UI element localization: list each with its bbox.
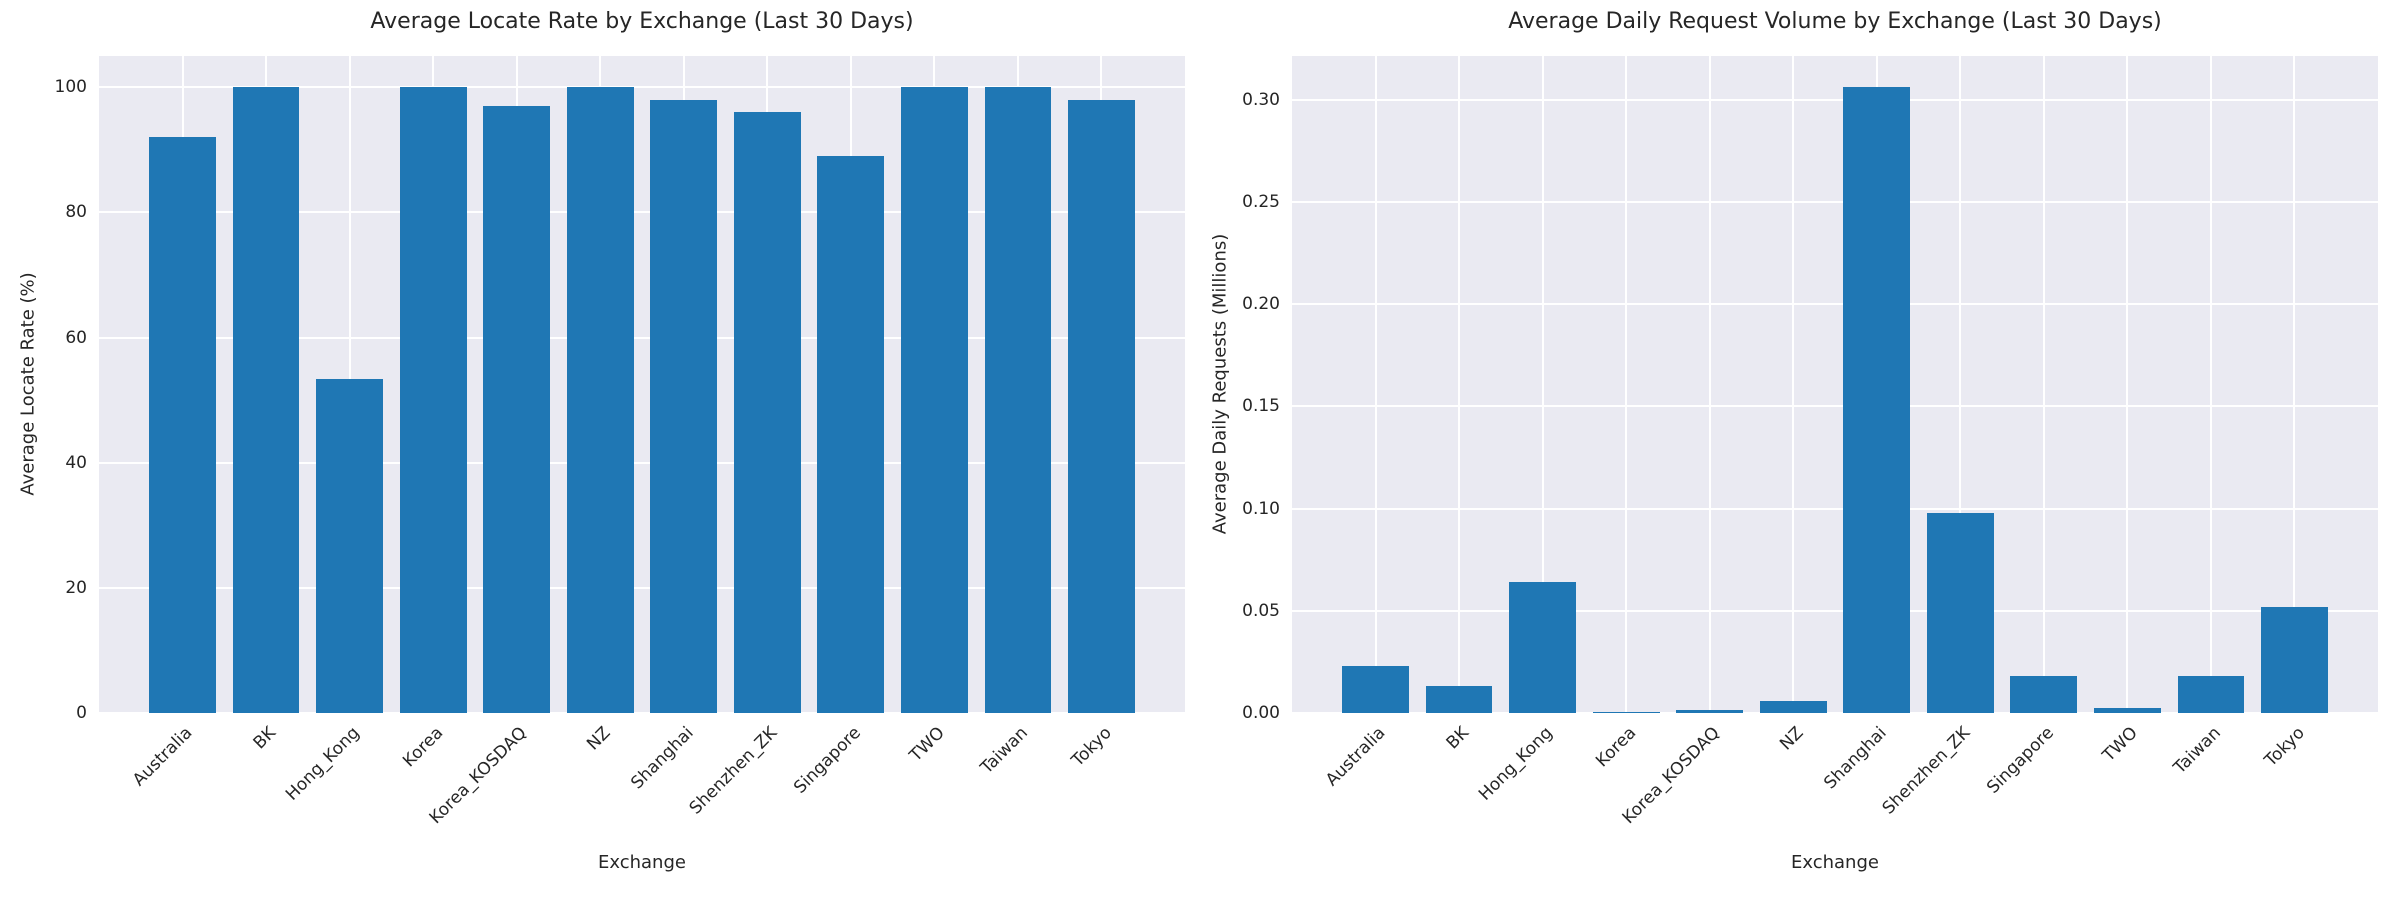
x-tick-label: Singapore (1983, 723, 2059, 798)
x-tick-label: Hong_Kong (282, 723, 364, 805)
bar-NZ (1759, 701, 1827, 713)
y-gridline (1292, 405, 2378, 408)
y-tick-label: 0.15 (1242, 396, 1280, 417)
x-tick-label: Korea (1592, 723, 1641, 772)
bar-Tokyo (1068, 99, 1135, 713)
y-gridline (99, 336, 1185, 339)
left-x-axis-label: Exchange (598, 852, 686, 873)
bar-TWO (900, 87, 968, 713)
right-chart-title: Average Daily Request Volume by Exchange… (1508, 9, 2162, 34)
y-gridline (99, 586, 1185, 589)
bar-Korea (1592, 711, 1660, 713)
bar-Korea_KOSDAQ (1676, 710, 1744, 713)
x-tick-label: Australia (129, 723, 197, 791)
left-plot-area: 0 20 40 60 80 100 Australia BK Hong_Kong Korea Kor… (55, 56, 1185, 828)
y-tick-label: 0 (76, 703, 87, 723)
right-y-axis-label: Average Daily Requests (Millions) (1209, 233, 1231, 535)
x-tick-label: BK (249, 723, 281, 754)
bar-BK (232, 87, 300, 713)
x-tick-label: Shenzhen_ZK (1878, 723, 1975, 819)
x-gridline (2042, 56, 2045, 713)
x-gridline (1541, 56, 1544, 713)
y-gridline (1292, 609, 2378, 612)
x-tick-label: Taiwan (977, 723, 1033, 779)
x-gridline (1458, 56, 1461, 713)
x-tick-label: Taiwan (2170, 723, 2226, 779)
x-tick-label: Australia (1322, 723, 1390, 791)
x-tick-label: Shanghai (1820, 723, 1891, 794)
x-gridline (1959, 56, 1962, 713)
bar-Singapore (2010, 676, 2078, 713)
bar-Shenzhen_ZK (1926, 512, 1994, 713)
bar-Australia (149, 137, 216, 713)
bar-NZ (566, 87, 634, 713)
right-x-axis-label: Exchange (1791, 852, 1879, 873)
bar-Shenzhen_ZK (733, 112, 801, 713)
x-gridline (2126, 56, 2129, 713)
y-tick-label: 0.05 (1242, 600, 1280, 621)
y-tick-label: 40 (65, 452, 87, 473)
x-gridline (2209, 56, 2212, 713)
x-gridline (1374, 56, 1377, 713)
y-gridline (99, 211, 1185, 214)
x-gridline (1792, 56, 1795, 713)
x-gridline (1625, 56, 1628, 713)
bar-Hong_Kong (1509, 582, 1577, 713)
x-tick-label: TWO (905, 723, 949, 766)
y-tick-label: 20 (65, 577, 87, 598)
bar-Australia (1342, 665, 1409, 713)
y-tick-label: 0.00 (1242, 703, 1280, 723)
y-tick-label: 0.20 (1242, 294, 1280, 315)
bar-Korea_KOSDAQ (483, 106, 551, 713)
x-tick-label: TWO (2098, 723, 2142, 766)
x-tick-label: NZ (1775, 723, 1808, 755)
bar-Korea (399, 87, 467, 713)
x-tick-label: BK (1442, 723, 1474, 754)
y-tick-label: 0.25 (1242, 191, 1280, 212)
bar-Hong_Kong (316, 379, 384, 713)
x-tick-label: Shenzhen_ZK (685, 723, 782, 819)
y-tick-label: 0.10 (1242, 498, 1280, 519)
x-gridline (2293, 56, 2296, 713)
bar-Shanghai (1843, 87, 1911, 713)
y-tick-label: 100 (54, 77, 87, 98)
bar-Taiwan (2177, 676, 2245, 713)
x-tick-label: NZ (582, 723, 615, 755)
y-gridline (1292, 507, 2378, 510)
y-gridline (1292, 712, 2378, 714)
bar-BK (1425, 686, 1493, 713)
x-tick-label: Tokyo (1067, 723, 1116, 771)
x-gridline (1708, 56, 1711, 713)
x-tick-label: Tokyo (2260, 723, 2309, 771)
bar-Singapore (817, 156, 885, 713)
y-gridline (1292, 200, 2378, 203)
right-plot-area: 0.00 0.05 0.10 0.15 0.20 0.25 0.30 Australia BK H… (1242, 56, 2378, 828)
x-tick-label: Hong_Kong (1475, 723, 1557, 805)
y-gridline (1292, 303, 2378, 306)
y-gridline (99, 461, 1185, 464)
bar-TWO (2093, 707, 2161, 713)
bar-Taiwan (984, 87, 1052, 713)
y-tick-label: 60 (65, 327, 87, 348)
x-tick-label: Shanghai (627, 723, 698, 794)
x-tick-label: Korea (399, 723, 448, 772)
x-tick-label: Singapore (790, 723, 866, 798)
y-tick-label: 80 (65, 202, 87, 223)
y-gridline (99, 712, 1185, 714)
bar-Tokyo (2261, 606, 2328, 713)
bar-Shanghai (650, 99, 718, 713)
y-tick-label: 0.30 (1242, 89, 1280, 110)
y-gridline (99, 86, 1185, 89)
y-gridline (1292, 98, 2378, 101)
left-chart-title: Average Locate Rate by Exchange (Last 30… (370, 9, 914, 34)
